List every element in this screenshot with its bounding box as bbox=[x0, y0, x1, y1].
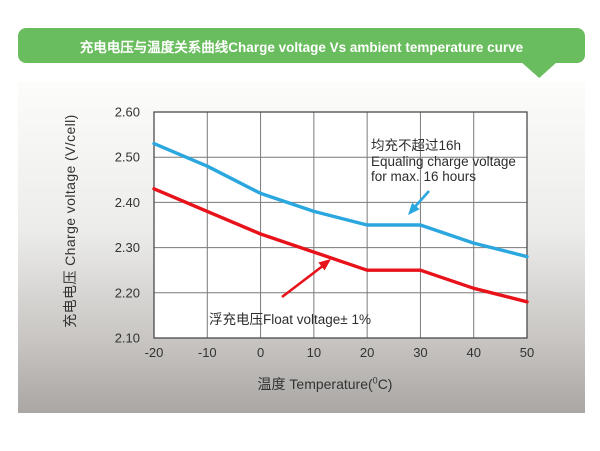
x-tick-label: 30 bbox=[413, 345, 427, 360]
equalize-annotation-line-1: 均充不超过16h bbox=[371, 138, 462, 153]
float-annotation: 浮充电压Float voltage± 1% bbox=[209, 312, 371, 327]
float-arrowhead-icon bbox=[318, 259, 331, 271]
chart-title-banner: 充电电压与温度关系曲线Charge voltage Vs ambient tem… bbox=[18, 28, 585, 63]
x-axis-title-prefix: 温度 Temperature( bbox=[257, 376, 373, 392]
y-tick-label: 2.50 bbox=[115, 150, 140, 165]
x-tick-label: 50 bbox=[520, 345, 534, 360]
y-tick-label: 2.60 bbox=[115, 105, 140, 120]
x-tick-label: -10 bbox=[198, 345, 217, 360]
y-axis-title: 充电电压 Charge voltage (V/cell) bbox=[62, 114, 78, 328]
equalize-annotation: 均充不超过16h Equaling charge voltage for max… bbox=[371, 138, 516, 185]
x-tick-label: 40 bbox=[466, 345, 480, 360]
equalize-charge-voltage-curve bbox=[152, 141, 529, 259]
float-arrow-shaft bbox=[281, 263, 325, 299]
plot-area: -20 -10 0 10 20 30 40 50 2.60 2.50 2.40 2.30 2.20 2.1… bbox=[115, 105, 535, 361]
equalize-annotation-arrow bbox=[408, 190, 430, 215]
equalize-annotation-line-2: Equaling charge voltage bbox=[371, 153, 516, 169]
float-charge-voltage-curve bbox=[152, 187, 529, 304]
x-tick-label: -20 bbox=[145, 345, 164, 360]
x-axis-title-suffix: C) bbox=[377, 376, 393, 392]
y-tick-label: 2.30 bbox=[115, 240, 140, 255]
x-tick-label: 0 bbox=[257, 345, 264, 360]
y-tick-label: 2.40 bbox=[115, 195, 140, 210]
chart-title: 充电电压与温度关系曲线Charge voltage Vs ambient tem… bbox=[79, 39, 524, 55]
x-axis-title: 温度 Temperature(0C) bbox=[258, 374, 393, 394]
y-tick-label: 2.10 bbox=[115, 331, 140, 346]
y-tick-label: 2.20 bbox=[115, 285, 140, 300]
x-tick-label: 20 bbox=[360, 345, 374, 360]
float-annotation-arrow bbox=[281, 259, 331, 299]
equalize-annotation-line-3: for max. 16 hours bbox=[371, 169, 477, 184]
equalize-arrowhead-icon bbox=[408, 202, 420, 215]
degree-superscript: 0 bbox=[372, 375, 378, 386]
x-tick-label: 10 bbox=[307, 345, 321, 360]
